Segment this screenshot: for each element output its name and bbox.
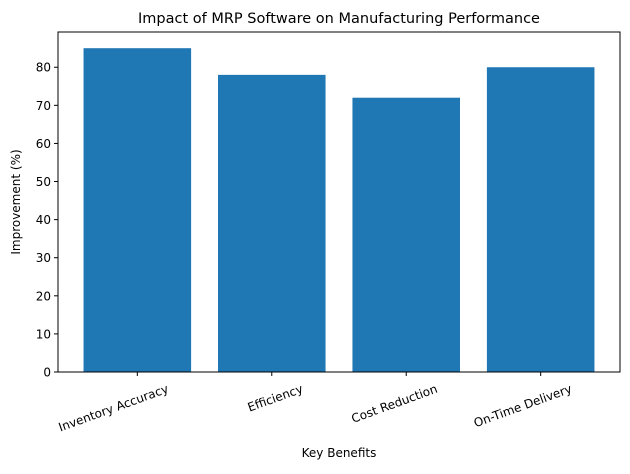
y-tick-label: 0	[43, 366, 51, 380]
x-tick-label: Inventory Accuracy	[57, 382, 171, 435]
chart-title: Impact of MRP Software on Manufacturing …	[138, 11, 540, 27]
bar	[217, 74, 326, 372]
y-tick-label: 50	[36, 175, 51, 189]
y-tick-label: 70	[36, 99, 51, 113]
bar	[486, 67, 595, 372]
y-tick-label: 60	[36, 137, 51, 151]
x-tick-label: On-Time Delivery	[472, 382, 574, 430]
y-tick-label: 10	[36, 327, 51, 341]
x-axis-label: Key Benefits	[302, 446, 377, 460]
bar	[83, 48, 192, 372]
x-tick-label: Cost Reduction	[349, 382, 439, 426]
y-tick-label: 40	[36, 213, 51, 227]
y-tick-label: 30	[36, 251, 51, 265]
x-tick-label: Efficiency	[246, 382, 305, 415]
y-tick-label: 80	[36, 61, 51, 75]
y-tick-label: 20	[36, 289, 51, 303]
axes-frame	[57, 31, 621, 373]
bar	[352, 97, 461, 372]
y-axis-label: Improvement (%)	[9, 149, 23, 254]
